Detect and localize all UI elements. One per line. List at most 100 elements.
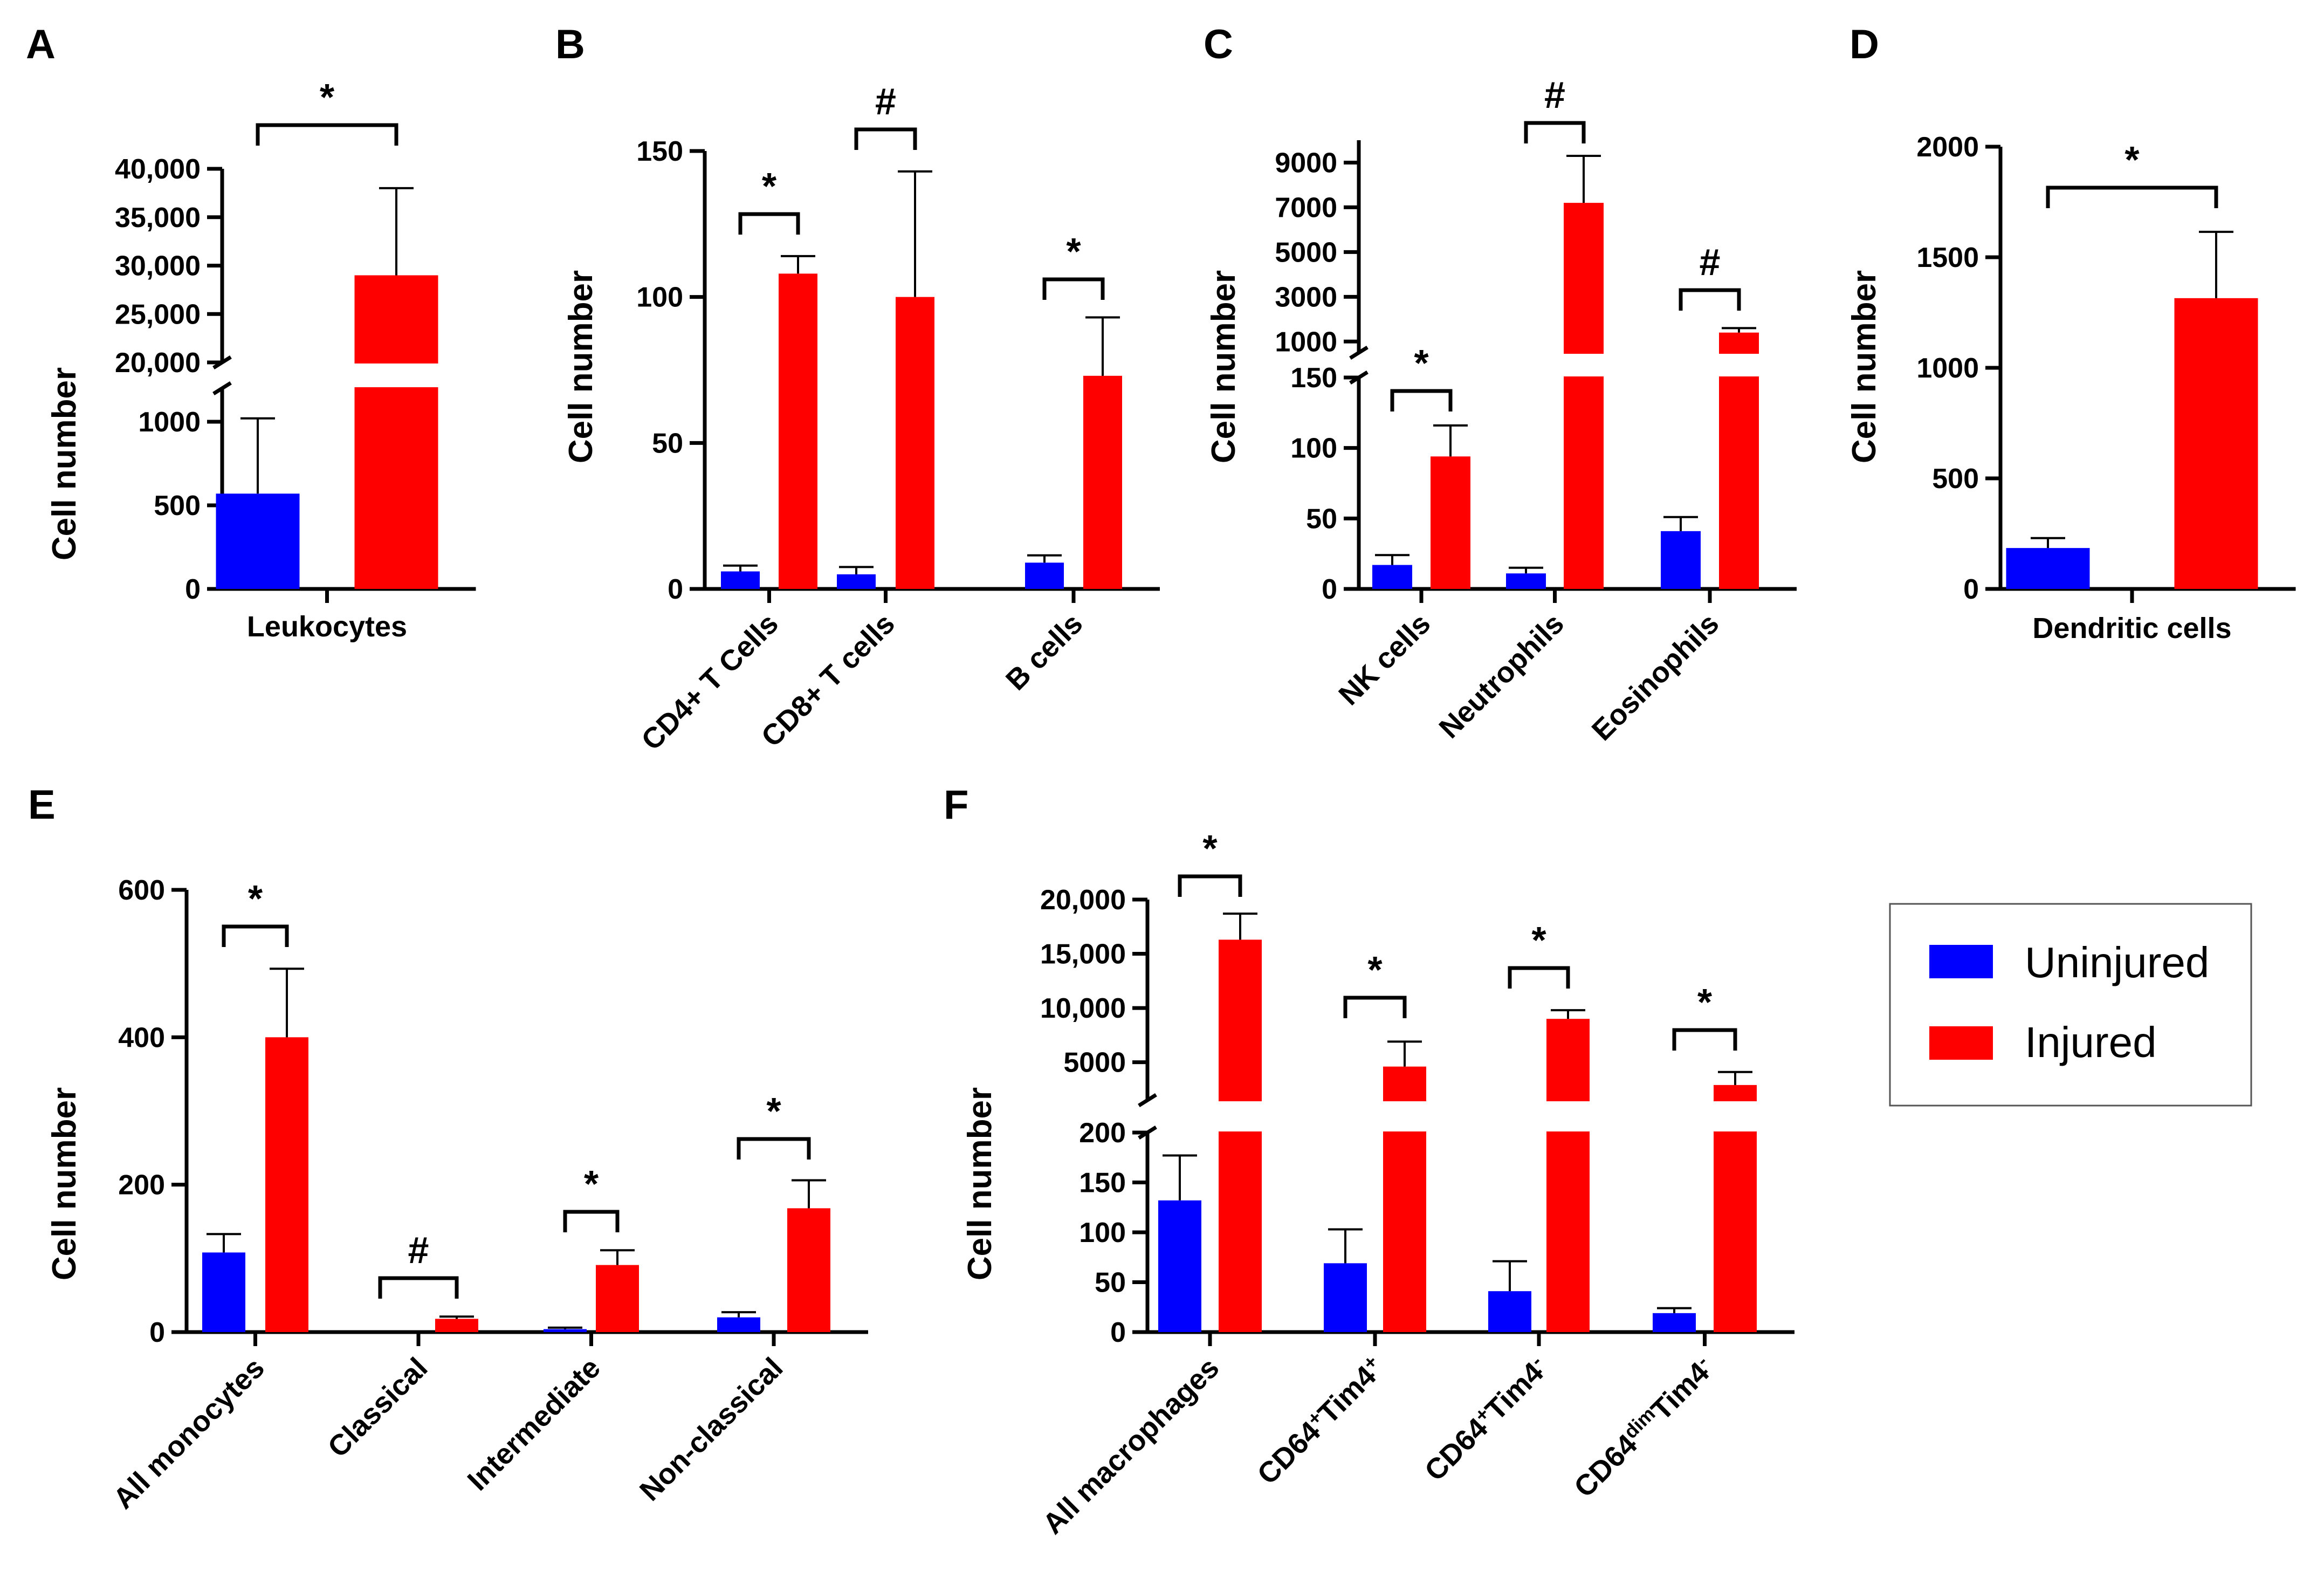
significance-bracket [1390, 389, 1453, 411]
significance-bracket [1343, 996, 1407, 1018]
bar-uninjured-2 [837, 574, 876, 589]
y-tick-label: 0 [668, 574, 683, 605]
y-tick-label: 20,000 [115, 347, 201, 379]
y-tick-label: 9000 [1275, 147, 1337, 179]
significance-marker: * [1531, 919, 1546, 961]
panel-letter: D [1849, 22, 1879, 67]
significance-marker: # [1700, 241, 1721, 283]
y-tick-label: 150 [1290, 362, 1337, 394]
significance-bracket [2046, 186, 2218, 208]
y-axis-label: Cell number [1205, 270, 1242, 463]
panel-d: D Cell number 0 500 1000 1500 2000 Dendritic ce… [1846, 22, 2296, 644]
y-tick-label: 500 [154, 490, 201, 522]
panel-letter: F [944, 782, 968, 828]
significance-bracket [737, 1137, 811, 1160]
bar-injured-2 [896, 297, 934, 589]
bar-uninjured-4 [717, 1317, 760, 1332]
bar-injured-1 [2174, 298, 2258, 589]
axis-break-mark [1349, 346, 1369, 360]
significance-marker: # [875, 80, 896, 122]
y-tick-label: 100 [1290, 433, 1337, 464]
y-tick-label: 50 [652, 428, 683, 459]
y-tick-label: 1000 [1916, 353, 1979, 384]
bar-injured-1 [265, 1037, 308, 1332]
y-tick-label: 25,000 [115, 299, 201, 330]
bar-uninjured-1 [721, 571, 760, 589]
y-tick-label: 2000 [1916, 132, 1979, 163]
axis-break-mark [212, 381, 232, 395]
significance-marker: * [762, 165, 777, 207]
significance-marker: * [1202, 827, 1218, 869]
y-tick-label: 200 [118, 1170, 165, 1201]
y-tick-label: 150 [636, 136, 683, 167]
significance-bracket [563, 1210, 620, 1232]
significance-marker: * [584, 1163, 599, 1205]
legend-frame [1889, 903, 2252, 1107]
significance-bracket [854, 127, 917, 150]
y-tick-label: 20,000 [1040, 884, 1126, 916]
bar-uninjured-3 [1661, 531, 1701, 589]
bar-uninjured-1 [1372, 565, 1412, 589]
bar-injured-3 [596, 1265, 639, 1332]
bar-uninjured-3 [1025, 562, 1064, 589]
y-tick-label: 0 [1963, 574, 1979, 605]
y-tick-label: 10,000 [1040, 993, 1126, 1024]
y-tick-label: 40,000 [115, 154, 201, 185]
y-tick-label: 5000 [1063, 1047, 1126, 1079]
y-tick-label: 0 [149, 1317, 165, 1348]
axis-break-gap [1713, 1101, 1758, 1131]
significance-bracket [222, 924, 289, 947]
y-tick-label: 35,000 [115, 202, 201, 234]
significance-bracket [1672, 1028, 1737, 1051]
legend-label-uninjured: Uninjured [2025, 938, 2209, 986]
axis-break-gap [1218, 1101, 1263, 1131]
panel-a: A Cell number 0 500 1000 20,000 25,000 30,000 35… [26, 22, 476, 643]
panel-letter: A [26, 22, 56, 67]
y-tick-label: 150 [1079, 1168, 1126, 1199]
y-tick-label: 7000 [1275, 192, 1337, 223]
panel-letter: B [555, 22, 585, 67]
y-tick-label: 50 [1095, 1267, 1126, 1299]
significance-bracket [1524, 121, 1586, 143]
bar-uninjured-1 [1158, 1200, 1201, 1332]
y-axis-label: Cell number [46, 1087, 83, 1280]
significance-marker: # [408, 1229, 429, 1271]
axis-break-mark [1138, 1126, 1157, 1140]
significance-marker: * [320, 76, 335, 118]
bar-uninjured-1 [202, 1252, 245, 1332]
axis-break-gap [1718, 354, 1760, 376]
bar-uninjured-1 [216, 493, 300, 589]
significance-bracket [738, 212, 800, 235]
y-tick-label: 1500 [1916, 242, 1979, 273]
x-category-label: Leukocytes [247, 610, 407, 643]
significance-bracket [1679, 288, 1741, 311]
y-tick-label: 200 [1079, 1117, 1126, 1149]
bar-injured-1 [1219, 939, 1262, 1332]
y-tick-label: 0 [1110, 1317, 1126, 1348]
bar-injured-3 [1083, 375, 1122, 589]
bar-injured-3 [1546, 1019, 1590, 1332]
y-axis-label: Cell number [961, 1087, 999, 1280]
significance-marker: * [1414, 342, 1429, 384]
y-tick-label: 0 [1322, 574, 1337, 605]
bar-injured-1 [779, 273, 817, 589]
significance-bracket [378, 1276, 459, 1299]
bar-uninjured-3 [544, 1329, 587, 1332]
y-tick-label: 1000 [138, 407, 201, 438]
significance-bracket [1508, 966, 1570, 989]
bar-uninjured-3 [1488, 1291, 1531, 1332]
significance-marker: * [1697, 981, 1713, 1023]
legend-swatch-injured [1929, 1026, 1993, 1060]
y-tick-label: 600 [118, 875, 165, 906]
significance-bracket [256, 123, 398, 146]
panel-letter: C [1204, 22, 1233, 67]
bar-injured-4 [787, 1208, 830, 1332]
y-tick-label: 400 [118, 1022, 165, 1053]
legend: Uninjured Injured [1889, 903, 2252, 1107]
bar-uninjured-1 [2006, 548, 2090, 589]
legend-swatch-uninjured [1929, 945, 1993, 978]
y-tick-label: 15,000 [1040, 939, 1126, 970]
axis-break-gap [353, 363, 439, 387]
axis-break-mark [1138, 1093, 1157, 1107]
